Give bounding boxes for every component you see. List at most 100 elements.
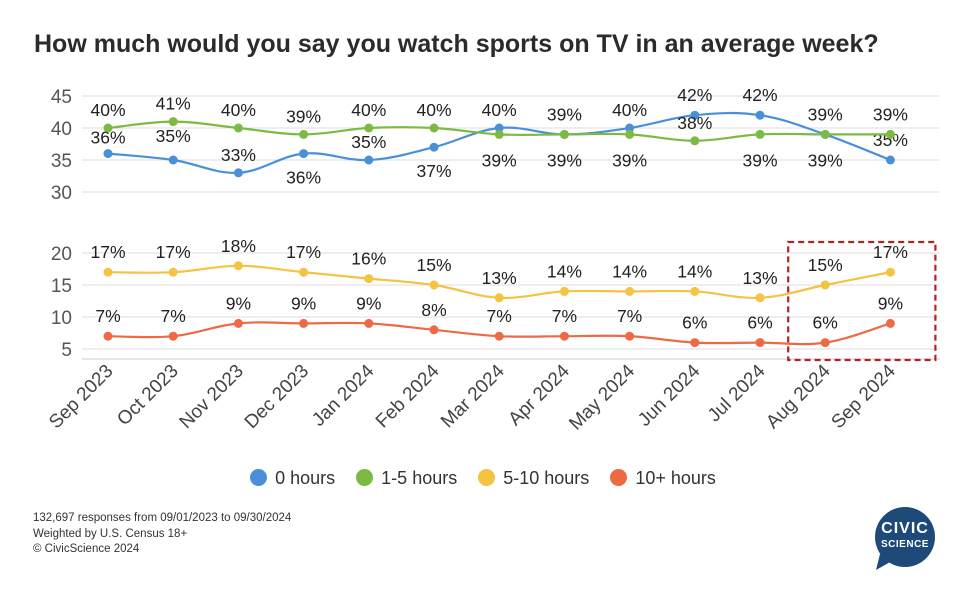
data-label-10-plus-hours-10: 6% <box>747 313 772 333</box>
legend-item-0-hours[interactable]: 0 hours <box>250 468 335 489</box>
x-tick-label-jul-2024: Jul 2024 <box>704 360 770 426</box>
data-label-5-10-hours-8: 14% <box>612 261 647 281</box>
legend: 0 hours 1-5 hours 5-10 hours 10+ hours <box>0 468 966 489</box>
data-label-0-hours-4: 35% <box>351 132 386 152</box>
legend-item-5-10-hours[interactable]: 5-10 hours <box>478 468 589 489</box>
data-point-0-hours-12 <box>885 155 895 165</box>
data-label-10-plus-hours-5: 8% <box>421 300 446 320</box>
data-point-1-5-hours-5 <box>429 123 439 133</box>
data-label-1-5-hours-0: 40% <box>90 100 125 120</box>
data-point-1-5-hours-1 <box>168 117 178 127</box>
data-point-5-10-hours-8 <box>625 286 635 296</box>
data-point-5-10-hours-11 <box>820 280 830 290</box>
y-tick-label-upper-35: 35 <box>51 151 72 172</box>
data-label-1-5-hours-1: 41% <box>156 94 191 114</box>
data-label-0-hours-9: 42% <box>677 85 712 105</box>
legend-item-10-plus-hours[interactable]: 10+ hours <box>610 468 716 489</box>
x-tick-label-aug-2024: Aug 2024 <box>762 360 835 433</box>
footer-responses: 132,697 responses from 09/01/2023 to 09/… <box>33 512 292 524</box>
legend-marker-10-plus-hours <box>610 469 628 486</box>
data-label-10-plus-hours-8: 7% <box>617 306 642 326</box>
legend-label-5-10-hours: 5-10 hours <box>503 468 590 488</box>
data-label-1-5-hours-5: 40% <box>416 100 451 120</box>
data-point-0-hours-4 <box>364 155 374 165</box>
data-label-10-plus-hours-9: 6% <box>682 313 707 333</box>
data-point-5-10-hours-5 <box>429 280 439 290</box>
data-label-5-10-hours-3: 17% <box>286 242 321 262</box>
data-label-10-plus-hours-7: 7% <box>552 306 577 326</box>
data-label-5-10-hours-5: 15% <box>416 255 451 275</box>
data-label-1-5-hours-9: 38% <box>677 113 712 133</box>
data-label-5-10-hours-11: 15% <box>808 255 843 275</box>
y-tick-label-lower-10: 10 <box>51 308 72 329</box>
data-point-5-10-hours-12 <box>885 267 895 277</box>
data-label-5-10-hours-6: 13% <box>482 268 517 288</box>
data-point-5-10-hours-0 <box>103 267 113 277</box>
data-point-5-10-hours-3 <box>299 267 309 277</box>
legend-marker-5-10-hours <box>478 469 496 486</box>
data-point-1-5-hours-12 <box>885 129 895 139</box>
data-point-10-plus-hours-10 <box>755 338 765 348</box>
data-label-0-hours-1: 35% <box>156 126 191 146</box>
data-label-1-5-hours-6: 39% <box>482 150 517 170</box>
data-label-10-plus-hours-4: 9% <box>356 293 381 313</box>
data-point-1-5-hours-11 <box>820 129 830 139</box>
x-tick-label-nov-2023: Nov 2023 <box>176 361 248 433</box>
data-label-0-hours-11: 39% <box>808 104 843 124</box>
data-label-1-5-hours-3: 39% <box>286 106 321 126</box>
data-label-1-5-hours-10: 39% <box>742 150 777 170</box>
footer-weighting: Weighted by U.S. Census 18+ <box>33 527 188 540</box>
logo-line-1: CIVIC <box>881 520 929 537</box>
data-point-10-plus-hours-3 <box>299 318 309 328</box>
data-point-1-5-hours-0 <box>103 123 113 133</box>
civicscience-logo: CIVIC SCIENCE <box>872 521 938 553</box>
data-point-10-plus-hours-5 <box>429 325 439 335</box>
data-point-0-hours-10 <box>755 110 765 120</box>
data-point-0-hours-3 <box>299 149 309 159</box>
x-tick-label-jun-2024: Jun 2024 <box>634 360 704 430</box>
data-point-5-10-hours-10 <box>755 293 765 303</box>
data-point-0-hours-6 <box>494 123 504 133</box>
data-point-5-10-hours-4 <box>364 274 374 284</box>
data-point-5-10-hours-6 <box>494 293 504 303</box>
data-point-5-10-hours-1 <box>168 267 178 277</box>
data-label-1-5-hours-2: 40% <box>221 100 256 120</box>
data-point-10-plus-hours-1 <box>168 331 178 341</box>
data-point-0-hours-9 <box>690 110 700 120</box>
data-label-10-plus-hours-6: 7% <box>487 306 512 326</box>
data-point-1-5-hours-6 <box>494 129 504 139</box>
data-label-5-10-hours-1: 17% <box>156 242 191 262</box>
y-tick-label-lower-20: 20 <box>51 244 72 265</box>
data-point-10-plus-hours-8 <box>625 331 635 341</box>
y-tick-label-upper-45: 45 <box>51 87 72 108</box>
data-point-0-hours-5 <box>429 142 439 152</box>
data-label-5-10-hours-12: 17% <box>873 242 908 262</box>
data-label-10-plus-hours-11: 6% <box>813 313 838 333</box>
data-label-0-hours-7: 39% <box>547 104 582 124</box>
y-tick-label-lower-5: 5 <box>61 340 72 361</box>
civicscience-logo-icon <box>875 507 935 570</box>
data-label-10-plus-hours-3: 9% <box>291 293 316 313</box>
data-point-0-hours-2 <box>233 168 243 178</box>
data-point-10-plus-hours-6 <box>494 331 504 341</box>
x-tick-label-apr-2024: Apr 2024 <box>505 360 575 430</box>
data-label-5-10-hours-2: 18% <box>221 236 256 256</box>
legend-label-10-plus-hours: 10+ hours <box>635 468 716 488</box>
y-tick-label-upper-40: 40 <box>51 119 72 140</box>
y-tick-label-upper-30: 30 <box>51 183 72 204</box>
x-tick-label-dec-2023: Dec 2023 <box>241 361 313 433</box>
data-point-5-10-hours-9 <box>690 286 700 296</box>
data-label-1-5-hours-8: 39% <box>612 150 647 170</box>
data-point-1-5-hours-8 <box>625 129 635 139</box>
x-tick-label-sep-2024: Sep 2024 <box>828 360 901 433</box>
legend-label-0-hours: 0 hours <box>275 468 336 488</box>
data-point-1-5-hours-3 <box>299 129 309 139</box>
legend-item-1-5-hours[interactable]: 1-5 hours <box>356 468 457 489</box>
data-point-10-plus-hours-11 <box>820 338 830 348</box>
x-tick-label-oct-2023: Oct 2023 <box>113 361 182 430</box>
y-tick-label-lower-15: 15 <box>51 276 72 297</box>
data-point-1-5-hours-4 <box>364 123 374 133</box>
data-point-10-plus-hours-0 <box>103 331 113 341</box>
data-label-10-plus-hours-1: 7% <box>161 306 186 326</box>
data-label-1-5-hours-7: 39% <box>547 150 582 170</box>
